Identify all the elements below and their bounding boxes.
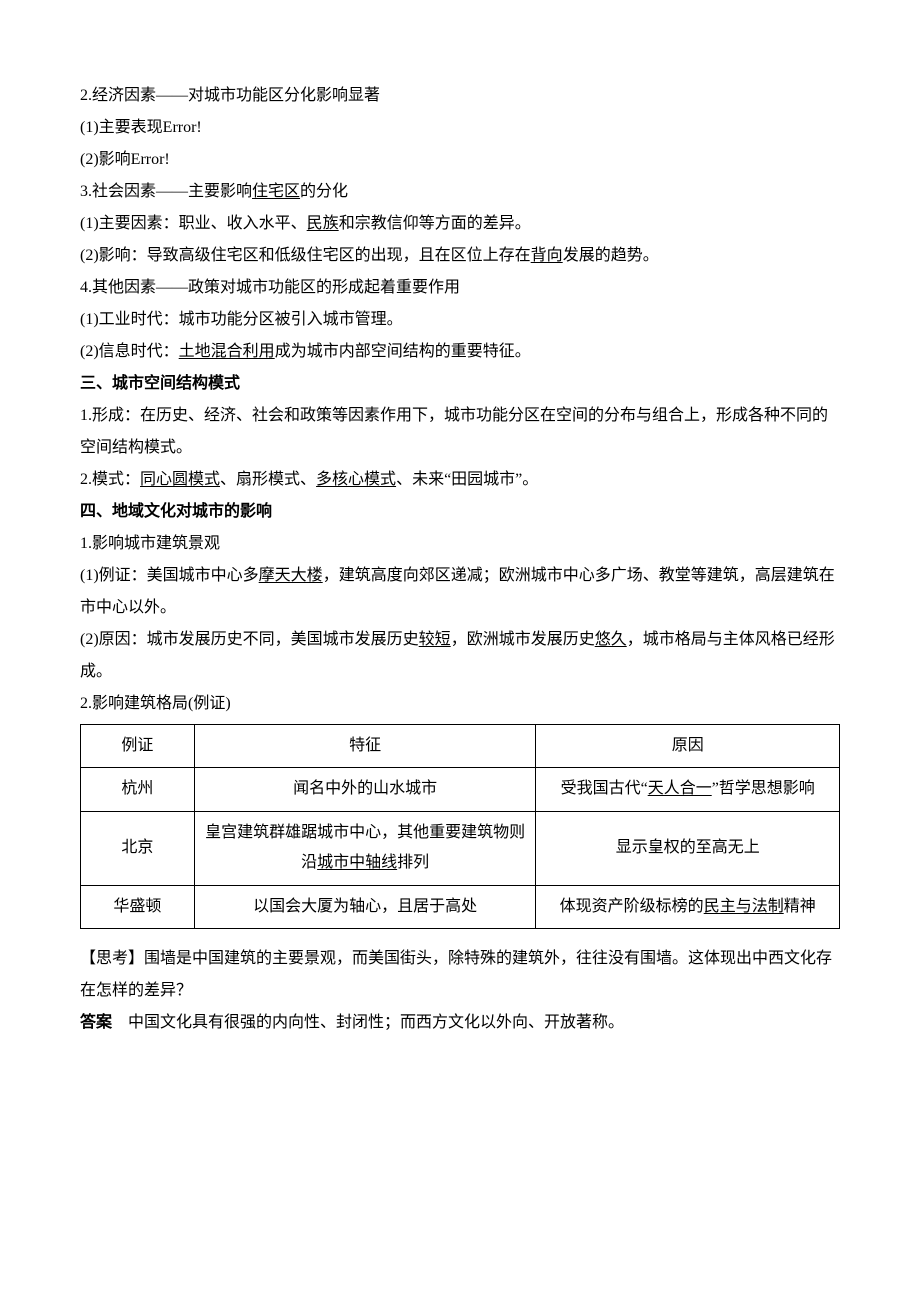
paragraph: (1)例证：美国城市中心多摩天大楼，建筑高度向郊区递减；欧洲城市中心多广场、教堂…	[80, 560, 840, 624]
underline-text: 摩天大楼	[259, 567, 323, 584]
text: (1)例证：美国城市中心多	[80, 567, 259, 584]
underline-text: 住宅区	[252, 183, 300, 200]
table-cell: 华盛顿	[81, 885, 195, 928]
table-cell: 北京	[81, 811, 195, 885]
text: 、扇形模式、	[220, 471, 316, 488]
underline-text: 背向	[531, 247, 563, 264]
underline-text: 民主与法制	[704, 898, 784, 915]
table-cell: 体现资产阶级标榜的民主与法制精神	[536, 885, 840, 928]
text: 和宗教信仰等方面的差异。	[339, 215, 531, 232]
underline-text: 土地混合利用	[179, 343, 275, 360]
section-heading: 四、地域文化对城市的影响	[80, 496, 840, 528]
table-cell: 杭州	[81, 768, 195, 811]
text: (2)影响：导致高级住宅区和低级住宅区的出现，且在区位上存在	[80, 247, 531, 264]
text: (2)影响	[80, 151, 131, 168]
paragraph: (1)主要因素：职业、收入水平、民族和宗教信仰等方面的差异。	[80, 208, 840, 240]
paragraph: (1)主要表现Error!	[80, 112, 840, 144]
text: 发展的趋势。	[563, 247, 659, 264]
table-cell: 显示皇权的至高无上	[536, 811, 840, 885]
text: 的分化	[300, 183, 348, 200]
document-page: 2.经济因素——对城市功能区分化影响显著 (1)主要表现Error! (2)影响…	[0, 0, 920, 1099]
text: 成为城市内部空间结构的重要特征。	[275, 343, 531, 360]
table-cell: 受我国古代“天人合一”哲学思想影响	[536, 768, 840, 811]
paragraph: 2.模式：同心圆模式、扇形模式、多核心模式、未来“田园城市”。	[80, 464, 840, 496]
paragraph: (2)原因：城市发展历史不同，美国城市发展历史较短，欧洲城市发展历史悠久，城市格…	[80, 624, 840, 688]
think-label: 【思考】	[80, 950, 144, 967]
table-cell: 以国会大厦为轴心，且居于高处	[194, 885, 536, 928]
text: (2)原因：城市发展历史不同，美国城市发展历史	[80, 631, 419, 648]
text: 2.模式：	[80, 471, 140, 488]
underline-text: 悠久	[595, 631, 627, 648]
text: (1)主要表现	[80, 119, 163, 136]
table-cell: 闻名中外的山水城市	[194, 768, 536, 811]
error-text: Error!	[163, 119, 202, 136]
text: ，欧洲城市发展历史	[451, 631, 595, 648]
examples-table: 例证 特征 原因 杭州 闻名中外的山水城市 受我国古代“天人合一”哲学思想影响 …	[80, 724, 840, 929]
table-row: 北京 皇宫建筑群雄踞城市中心，其他重要建筑物则沿城市中轴线排列 显示皇权的至高无…	[81, 811, 840, 885]
answer-paragraph: 答案 中国文化具有很强的内向性、封闭性；而西方文化以外向、开放著称。	[80, 1007, 840, 1039]
text: (1)主要因素：职业、收入水平、	[80, 215, 307, 232]
text: 体现资产阶级标榜的	[560, 898, 704, 915]
paragraph: 3.社会因素——主要影响住宅区的分化	[80, 176, 840, 208]
table-header-cell: 原因	[536, 725, 840, 768]
underline-text: 城市中轴线	[317, 854, 397, 871]
think-text: 围墙是中国建筑的主要景观，而美国街头，除特殊的建筑外，往往没有围墙。这体现出中西…	[80, 950, 832, 999]
table-row: 杭州 闻名中外的山水城市 受我国古代“天人合一”哲学思想影响	[81, 768, 840, 811]
paragraph: 1.形成：在历史、经济、社会和政策等因素作用下，城市功能分区在空间的分布与组合上…	[80, 400, 840, 464]
paragraph: 4.其他因素——政策对城市功能区的形成起着重要作用	[80, 272, 840, 304]
answer-label: 答案	[80, 1014, 112, 1031]
text: 、未来“田园城市”。	[396, 471, 538, 488]
paragraph: (2)影响Error!	[80, 144, 840, 176]
table-cell: 皇宫建筑群雄踞城市中心，其他重要建筑物则沿城市中轴线排列	[194, 811, 536, 885]
paragraph: (2)影响：导致高级住宅区和低级住宅区的出现，且在区位上存在背向发展的趋势。	[80, 240, 840, 272]
text: 排列	[397, 854, 429, 871]
underline-text: 天人合一	[648, 780, 712, 797]
paragraph: (1)工业时代：城市功能分区被引入城市管理。	[80, 304, 840, 336]
table-header-cell: 例证	[81, 725, 195, 768]
table-row: 华盛顿 以国会大厦为轴心，且居于高处 体现资产阶级标榜的民主与法制精神	[81, 885, 840, 928]
table-header-row: 例证 特征 原因	[81, 725, 840, 768]
section-heading: 三、城市空间结构模式	[80, 368, 840, 400]
underline-text: 民族	[307, 215, 339, 232]
underline-text: 较短	[419, 631, 451, 648]
text: (2)信息时代：	[80, 343, 179, 360]
text: 3.社会因素——主要影响	[80, 183, 252, 200]
paragraph: 2.影响建筑格局(例证)	[80, 688, 840, 720]
underline-text: 同心圆模式	[140, 471, 220, 488]
answer-text: 中国文化具有很强的内向性、封闭性；而西方文化以外向、开放著称。	[112, 1014, 624, 1031]
paragraph: (2)信息时代：土地混合利用成为城市内部空间结构的重要特征。	[80, 336, 840, 368]
paragraph: 1.影响城市建筑景观	[80, 528, 840, 560]
text: ”哲学思想影响	[712, 780, 815, 797]
underline-text: 多核心模式	[316, 471, 396, 488]
text: 受我国古代“	[561, 780, 648, 797]
think-paragraph: 【思考】围墙是中国建筑的主要景观，而美国街头，除特殊的建筑外，往往没有围墙。这体…	[80, 943, 840, 1007]
text: 精神	[784, 898, 816, 915]
table-header-cell: 特征	[194, 725, 536, 768]
paragraph: 2.经济因素——对城市功能区分化影响显著	[80, 80, 840, 112]
error-text: Error!	[131, 151, 170, 168]
